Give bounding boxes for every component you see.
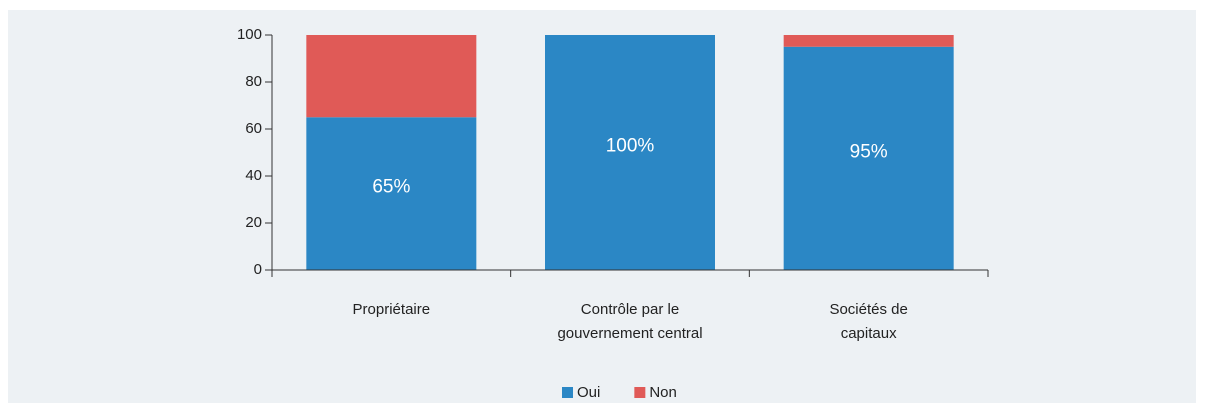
y-tick-label: 80 (245, 73, 262, 90)
legend-label: Non (649, 384, 677, 401)
x-tick-label: Propriétaire (352, 301, 431, 318)
x-tick-label: Contrôle par le gouvernement central (557, 301, 703, 342)
value-label: 100% (606, 136, 655, 157)
legend-swatch (634, 387, 646, 398)
x-tick-label: Sociétés de capitaux (829, 301, 908, 342)
bar-segment (306, 35, 477, 118)
y-tick-label: 0 (254, 261, 262, 278)
y-tick-label: 40 (245, 167, 262, 184)
y-tick-label: 100 (237, 26, 262, 43)
legend-label: Oui (577, 384, 600, 401)
bar-segment (783, 35, 954, 47)
bar-segment (306, 117, 477, 270)
value-label: 95% (850, 141, 888, 162)
value-label: 65% (372, 177, 410, 198)
legend-swatch (562, 387, 573, 398)
bar-segment (545, 35, 715, 270)
y-tick-label: 60 (245, 120, 262, 137)
y-tick-label: 20 (245, 214, 262, 231)
bar-segment (783, 46, 954, 270)
